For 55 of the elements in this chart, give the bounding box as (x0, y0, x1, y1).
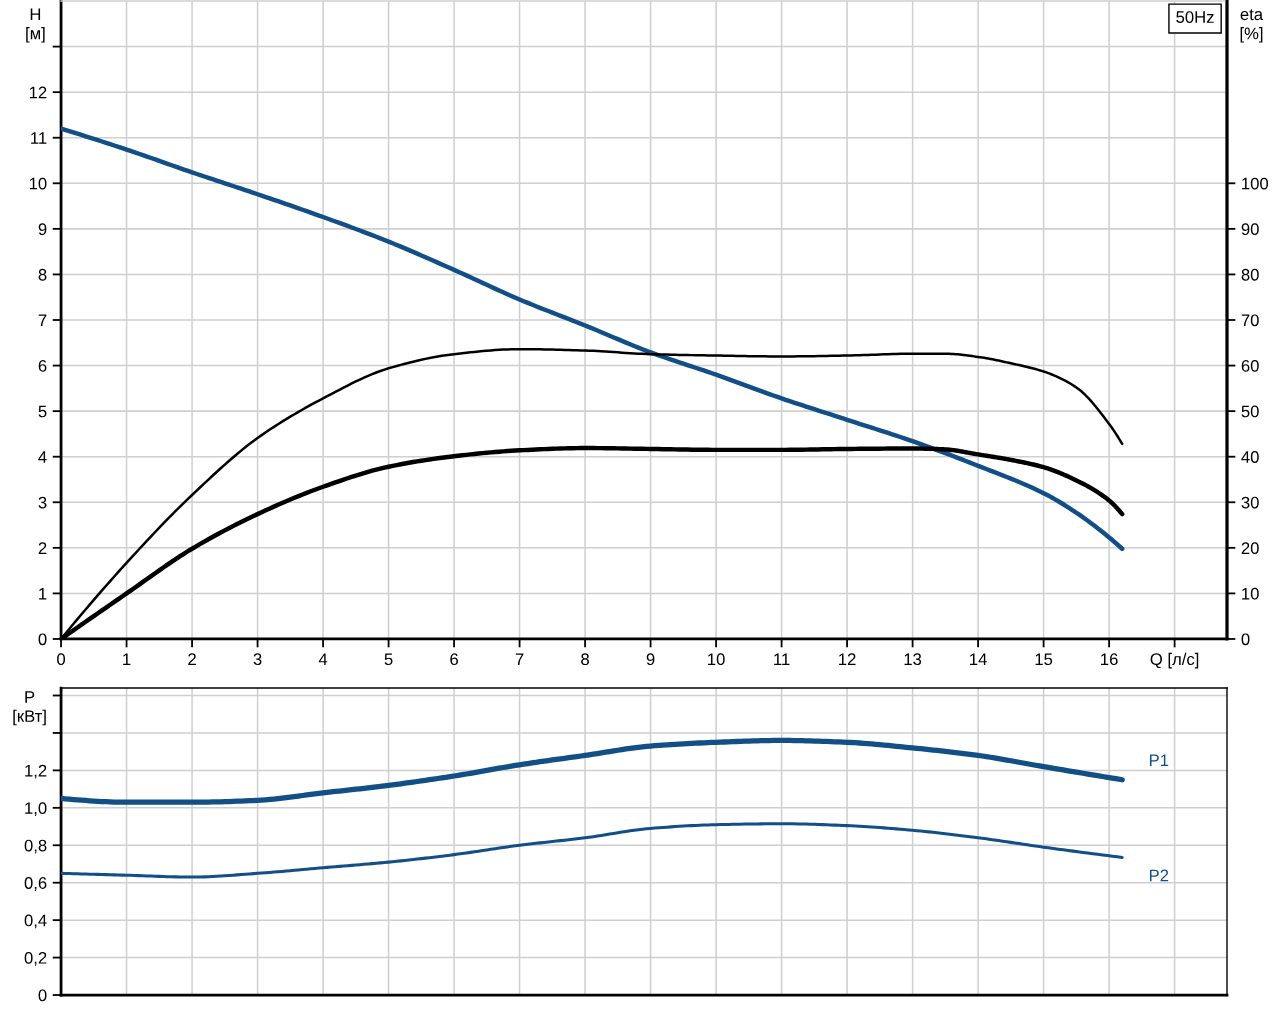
y-tick-label: 7 (38, 314, 47, 327)
y2-tick-label: 50 (1241, 405, 1259, 418)
x-tick-label: 9 (646, 653, 655, 666)
y2-tick-label: 30 (1241, 496, 1259, 509)
y-tick-label: 0,6 (24, 877, 47, 891)
y-tick-label: 0,2 (24, 951, 47, 966)
y-tick-label: 0,8 (24, 839, 47, 854)
y-tick-label: 12 (29, 86, 47, 99)
y-tick-label: 4 (38, 451, 47, 463)
y-tick-label: 1,2 (25, 764, 47, 779)
x-tick-label: 8 (581, 653, 589, 666)
x-tick-label: 7 (515, 653, 524, 665)
x-tick-label: 3 (253, 653, 262, 666)
y-tick-label: 10 (29, 177, 47, 190)
y-axis-title: P [кВт] (13, 691, 46, 726)
y-tick-label: 9 (38, 223, 47, 236)
y-tick-label: 0 (38, 989, 47, 1002)
x-tick-label: 15 (1035, 653, 1053, 666)
series-label: P2 (1149, 869, 1169, 882)
y-tick-label: 5 (38, 405, 47, 418)
x-tick-label: 0 (57, 653, 66, 666)
chart-title: 50Hz (1176, 11, 1214, 23)
y2-axis-title: eta [%] (1240, 9, 1264, 43)
y2-tick-label: 40 (1241, 451, 1259, 463)
x-tick-label: 5 (384, 653, 393, 666)
y2-tick-label: 70 (1241, 314, 1259, 327)
x-tick-label: 14 (970, 653, 987, 665)
y-tick-label: 0,4 (24, 914, 47, 929)
y-tick-label: 0 (38, 633, 47, 646)
x-tick-label: 13 (904, 653, 922, 666)
series-label: P1 (1149, 754, 1169, 766)
x-tick-label: 1 (123, 653, 131, 665)
y-tick-label: 1 (39, 587, 47, 600)
y2-tick-label: 10 (1242, 587, 1259, 600)
y-tick-label: 2 (38, 542, 47, 554)
x-tick-label: 12 (839, 653, 856, 665)
y-tick-label: 8 (38, 268, 47, 281)
y-axis-title: H [м] (26, 8, 45, 43)
y2-tick-label: 100 (1242, 177, 1269, 190)
x-tick-label: 11 (774, 653, 790, 665)
x-tick-label: 10 (708, 653, 725, 666)
x-tick-label: 4 (318, 653, 328, 665)
y2-tick-label: 20 (1241, 542, 1259, 555)
x-tick-label: 2 (188, 653, 196, 665)
y2-tick-label: 60 (1241, 359, 1259, 372)
y-tick-label: 1,0 (25, 802, 47, 816)
y2-tick-label: 80 (1241, 268, 1259, 281)
y-tick-label: 6 (38, 359, 47, 372)
x-tick-label: 16 (1101, 653, 1118, 666)
y2-tick-label: 90 (1241, 223, 1259, 236)
x-tick-label: 6 (450, 653, 458, 666)
y-tick-label: 3 (38, 496, 47, 509)
x-tick-label: Q [л/с] (1150, 652, 1199, 669)
y-tick-label: 11 (31, 132, 47, 144)
y2-tick-label: 0 (1241, 633, 1250, 646)
